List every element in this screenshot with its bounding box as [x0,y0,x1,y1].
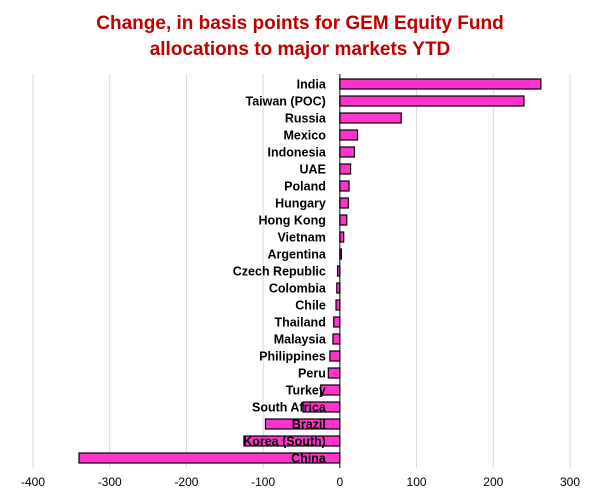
category-label-7: Hungary [275,197,326,211]
category-label-4: Indonesia [268,146,327,160]
bar-8 [339,214,348,226]
x-tick-label-6: 200 [483,475,503,489]
chart-title-line-2: allocations to major markets YTD [150,39,451,60]
x-tick-label-1: -300 [98,475,122,489]
category-labels: India Taiwan (POC) Russia Mexico Indonesia UA… [233,78,327,466]
category-label-1: Taiwan (POC) [246,95,326,109]
bar-9 [339,231,345,243]
category-label-9: Vietnam [277,231,325,245]
bar-14 [333,316,341,328]
bar-3 [339,129,359,141]
bar-5 [339,163,352,175]
category-label-15: Malaysia [274,333,327,347]
category-label-2: Russia [285,112,327,126]
bar-13 [335,299,341,311]
x-tick-label-0: -400 [21,475,45,489]
category-label-0: India [297,78,327,92]
chart-title-line-1: Change, in basis points for GEM Equity F… [96,13,503,34]
chart-title: Change, in basis points for GEM Equity F… [96,13,503,60]
bar-17 [327,367,341,379]
category-label-20: Brazil [292,418,326,432]
category-label-8: Hong Kong [259,214,326,228]
category-label-16: Philippines [259,350,326,364]
bar-7 [339,197,349,209]
bar-4 [339,146,356,158]
category-label-5: UAE [299,163,325,177]
category-label-13: Chile [295,299,326,313]
category-label-12: Colombia [269,282,327,296]
x-tick-label-5: 100 [407,475,427,489]
x-axis-tick-labels: -400 -300 -200 -100 0 100 200 300 [21,475,580,489]
category-label-17: Peru [298,367,326,381]
bar-15 [332,333,341,345]
category-label-6: Poland [284,180,326,194]
x-tick-label-3: -100 [251,475,275,489]
bar-16 [329,350,341,362]
gridlines [32,74,571,468]
category-label-11: Czech Republic [233,265,326,279]
x-tick-label-2: -200 [174,475,198,489]
x-tick-label-4: 0 [337,475,344,489]
category-label-19: South Africa [252,401,327,415]
x-tick-label-7: 300 [560,475,580,489]
bar-0 [339,78,542,90]
category-label-3: Mexico [283,129,326,143]
category-label-22: China [291,452,327,466]
category-label-21: Korea (South) [243,435,326,449]
category-label-10: Argentina [268,248,327,262]
bar-2 [339,112,402,124]
bar-1 [339,95,525,107]
category-label-14: Thailand [274,316,325,330]
bar-6 [339,180,350,192]
category-label-18: Turkey [286,384,326,398]
